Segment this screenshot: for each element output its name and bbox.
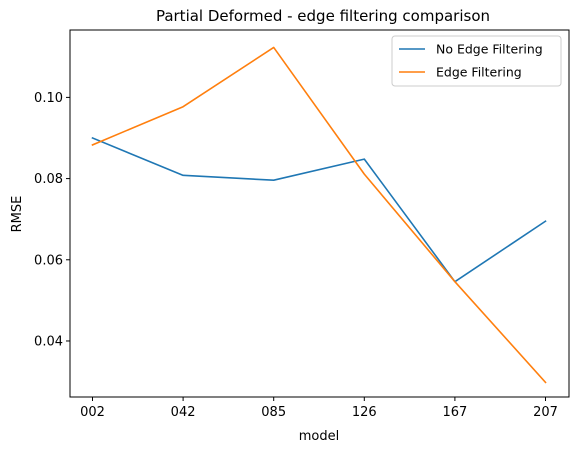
legend-label-1: No Edge Filtering bbox=[436, 42, 543, 57]
legend-box bbox=[391, 35, 562, 87]
plot-frame bbox=[69, 29, 570, 398]
y-axis: 0.04 0.06 0.08 0.10 bbox=[34, 91, 70, 349]
x-axis: 002 042 085 126 167 207 bbox=[80, 397, 558, 420]
x-tick-label: 085 bbox=[261, 405, 286, 420]
legend-label-2: Edge Filtering bbox=[436, 65, 522, 80]
series-line-1 bbox=[91, 136, 547, 283]
y-tick-label: 0.10 bbox=[34, 91, 63, 106]
x-tick-label: 126 bbox=[352, 405, 377, 420]
x-tick-label: 002 bbox=[80, 405, 105, 420]
y-tick-label: 0.08 bbox=[34, 172, 63, 187]
x-tick-label: 042 bbox=[171, 405, 196, 420]
x-tick-label: 207 bbox=[533, 405, 558, 420]
y-axis-label: RMSE bbox=[10, 196, 25, 233]
series-line-2 bbox=[91, 46, 547, 384]
series-layer bbox=[91, 46, 547, 384]
chart-title: Partial Deformed - edge filtering compar… bbox=[156, 7, 490, 25]
y-tick-label: 0.04 bbox=[34, 334, 63, 349]
legend: No Edge Filtering Edge Filtering bbox=[391, 35, 562, 87]
x-tick-label: 167 bbox=[442, 405, 467, 420]
x-axis-label: model bbox=[299, 429, 339, 444]
y-tick-label: 0.06 bbox=[34, 253, 63, 268]
